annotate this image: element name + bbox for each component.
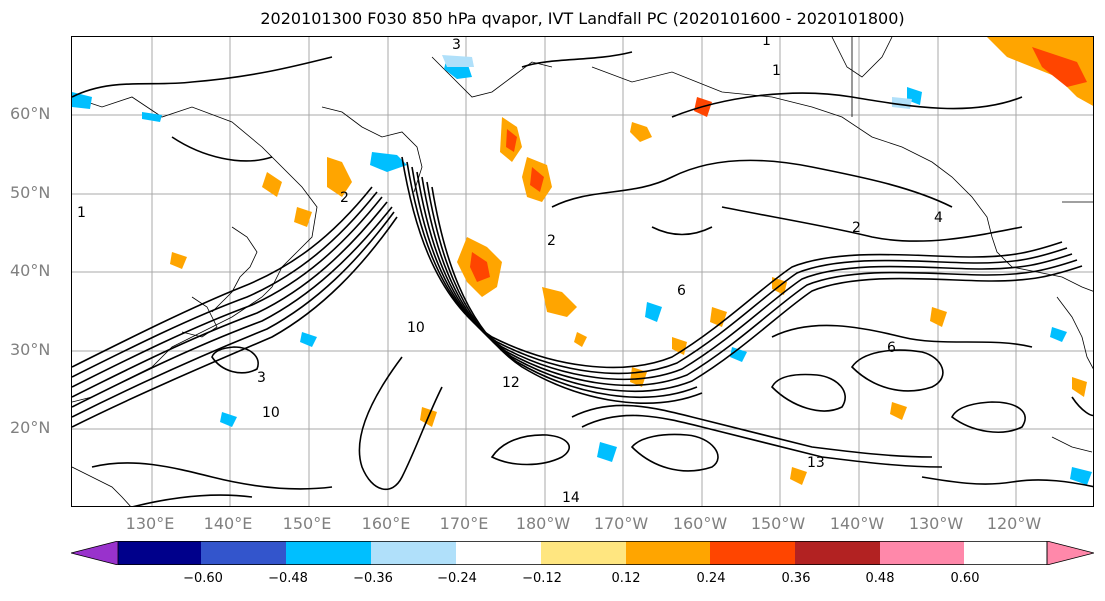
contour-label: 6: [677, 283, 686, 299]
map-canvas: 1 1 1 2 2 2 3 3 4 6 6 10 10 12 13 14: [72, 37, 1093, 506]
lon-label-130e: 130°E: [125, 514, 175, 533]
colorbar-tick-label: −0.12: [522, 571, 562, 586]
lat-label-40n: 40°N: [10, 261, 51, 280]
colorbar-swatch: [201, 541, 286, 565]
contour-label: 1: [772, 63, 781, 79]
colorbar-tick-label: −0.60: [183, 571, 223, 586]
lon-label-140w: 140°W: [829, 514, 885, 533]
shading-negative: [72, 55, 1092, 485]
lon-label-140e: 140°E: [203, 514, 253, 533]
contour-label: 12: [502, 375, 520, 391]
lon-label-120w: 120°W: [986, 514, 1042, 533]
lat-label-60n: 60°N: [10, 104, 51, 123]
colorbar: [71, 541, 1094, 565]
lat-label-30n: 30°N: [10, 340, 51, 359]
lon-label-170e: 170°E: [439, 514, 489, 533]
contour-label: 13: [807, 455, 825, 471]
colorbar-tick-label: 0.12: [611, 571, 641, 586]
colorbar-swatch: [371, 541, 456, 565]
colorbar-max-extension: [1046, 541, 1094, 565]
colorbar-tick-label: −0.48: [268, 571, 308, 586]
contour-label: 1: [762, 37, 771, 49]
contour-label: 14: [562, 490, 580, 506]
map-panel: 1 1 1 2 2 2 3 3 4 6 6 10 10 12 13 14: [71, 36, 1094, 507]
lon-label-130w: 130°W: [908, 514, 964, 533]
lon-label-160w: 160°W: [672, 514, 728, 533]
colorbar-tick-label: 0.48: [865, 571, 895, 586]
colorbar-swatch: [880, 541, 964, 565]
colorbar-swatch: [118, 541, 201, 565]
colorbar-tick-label: 0.24: [696, 571, 726, 586]
contour-label: 10: [262, 405, 280, 421]
colorbar-swatch: [286, 541, 371, 565]
lat-label-50n: 50°N: [10, 183, 51, 202]
contour-label: 3: [452, 37, 461, 53]
contour-label: 3: [257, 370, 266, 386]
lon-label-170w: 170°W: [593, 514, 649, 533]
contours: [72, 51, 1093, 506]
colorbar-tick-label: −0.24: [437, 571, 477, 586]
lon-label-160e: 160°E: [361, 514, 411, 533]
lon-label-150e: 150°E: [282, 514, 332, 533]
colorbar-swatch: [541, 541, 626, 565]
map-title: 2020101300 F030 850 hPa qvapor, IVT Land…: [260, 9, 905, 28]
colorbar-swatch: [710, 541, 795, 565]
colorbar-min-extension: [71, 541, 119, 565]
colorbar-tick-label: 0.36: [781, 571, 811, 586]
colorbar-tick-label: −0.36: [353, 571, 393, 586]
contour-labels: 1 1 1 2 2 2 3 3 4 6 6 10 10 12 13 14: [77, 37, 943, 506]
colorbar-swatch: [626, 541, 710, 565]
contour-label: 2: [547, 233, 556, 249]
lon-label-180w: 180°W: [515, 514, 571, 533]
lon-label-150w: 150°W: [750, 514, 806, 533]
contour-label: 6: [887, 340, 896, 356]
contour-label: 2: [852, 220, 861, 236]
contour-label: 4: [934, 210, 943, 226]
colorbar-tick-label: 0.60: [950, 571, 980, 586]
contour-label: 2: [340, 190, 349, 206]
contour-label: 10: [407, 320, 425, 336]
colorbar-swatch: [795, 541, 880, 565]
colorbar-swatch: [456, 541, 541, 565]
lat-label-20n: 20°N: [10, 418, 51, 437]
contour-label: 1: [77, 205, 86, 221]
